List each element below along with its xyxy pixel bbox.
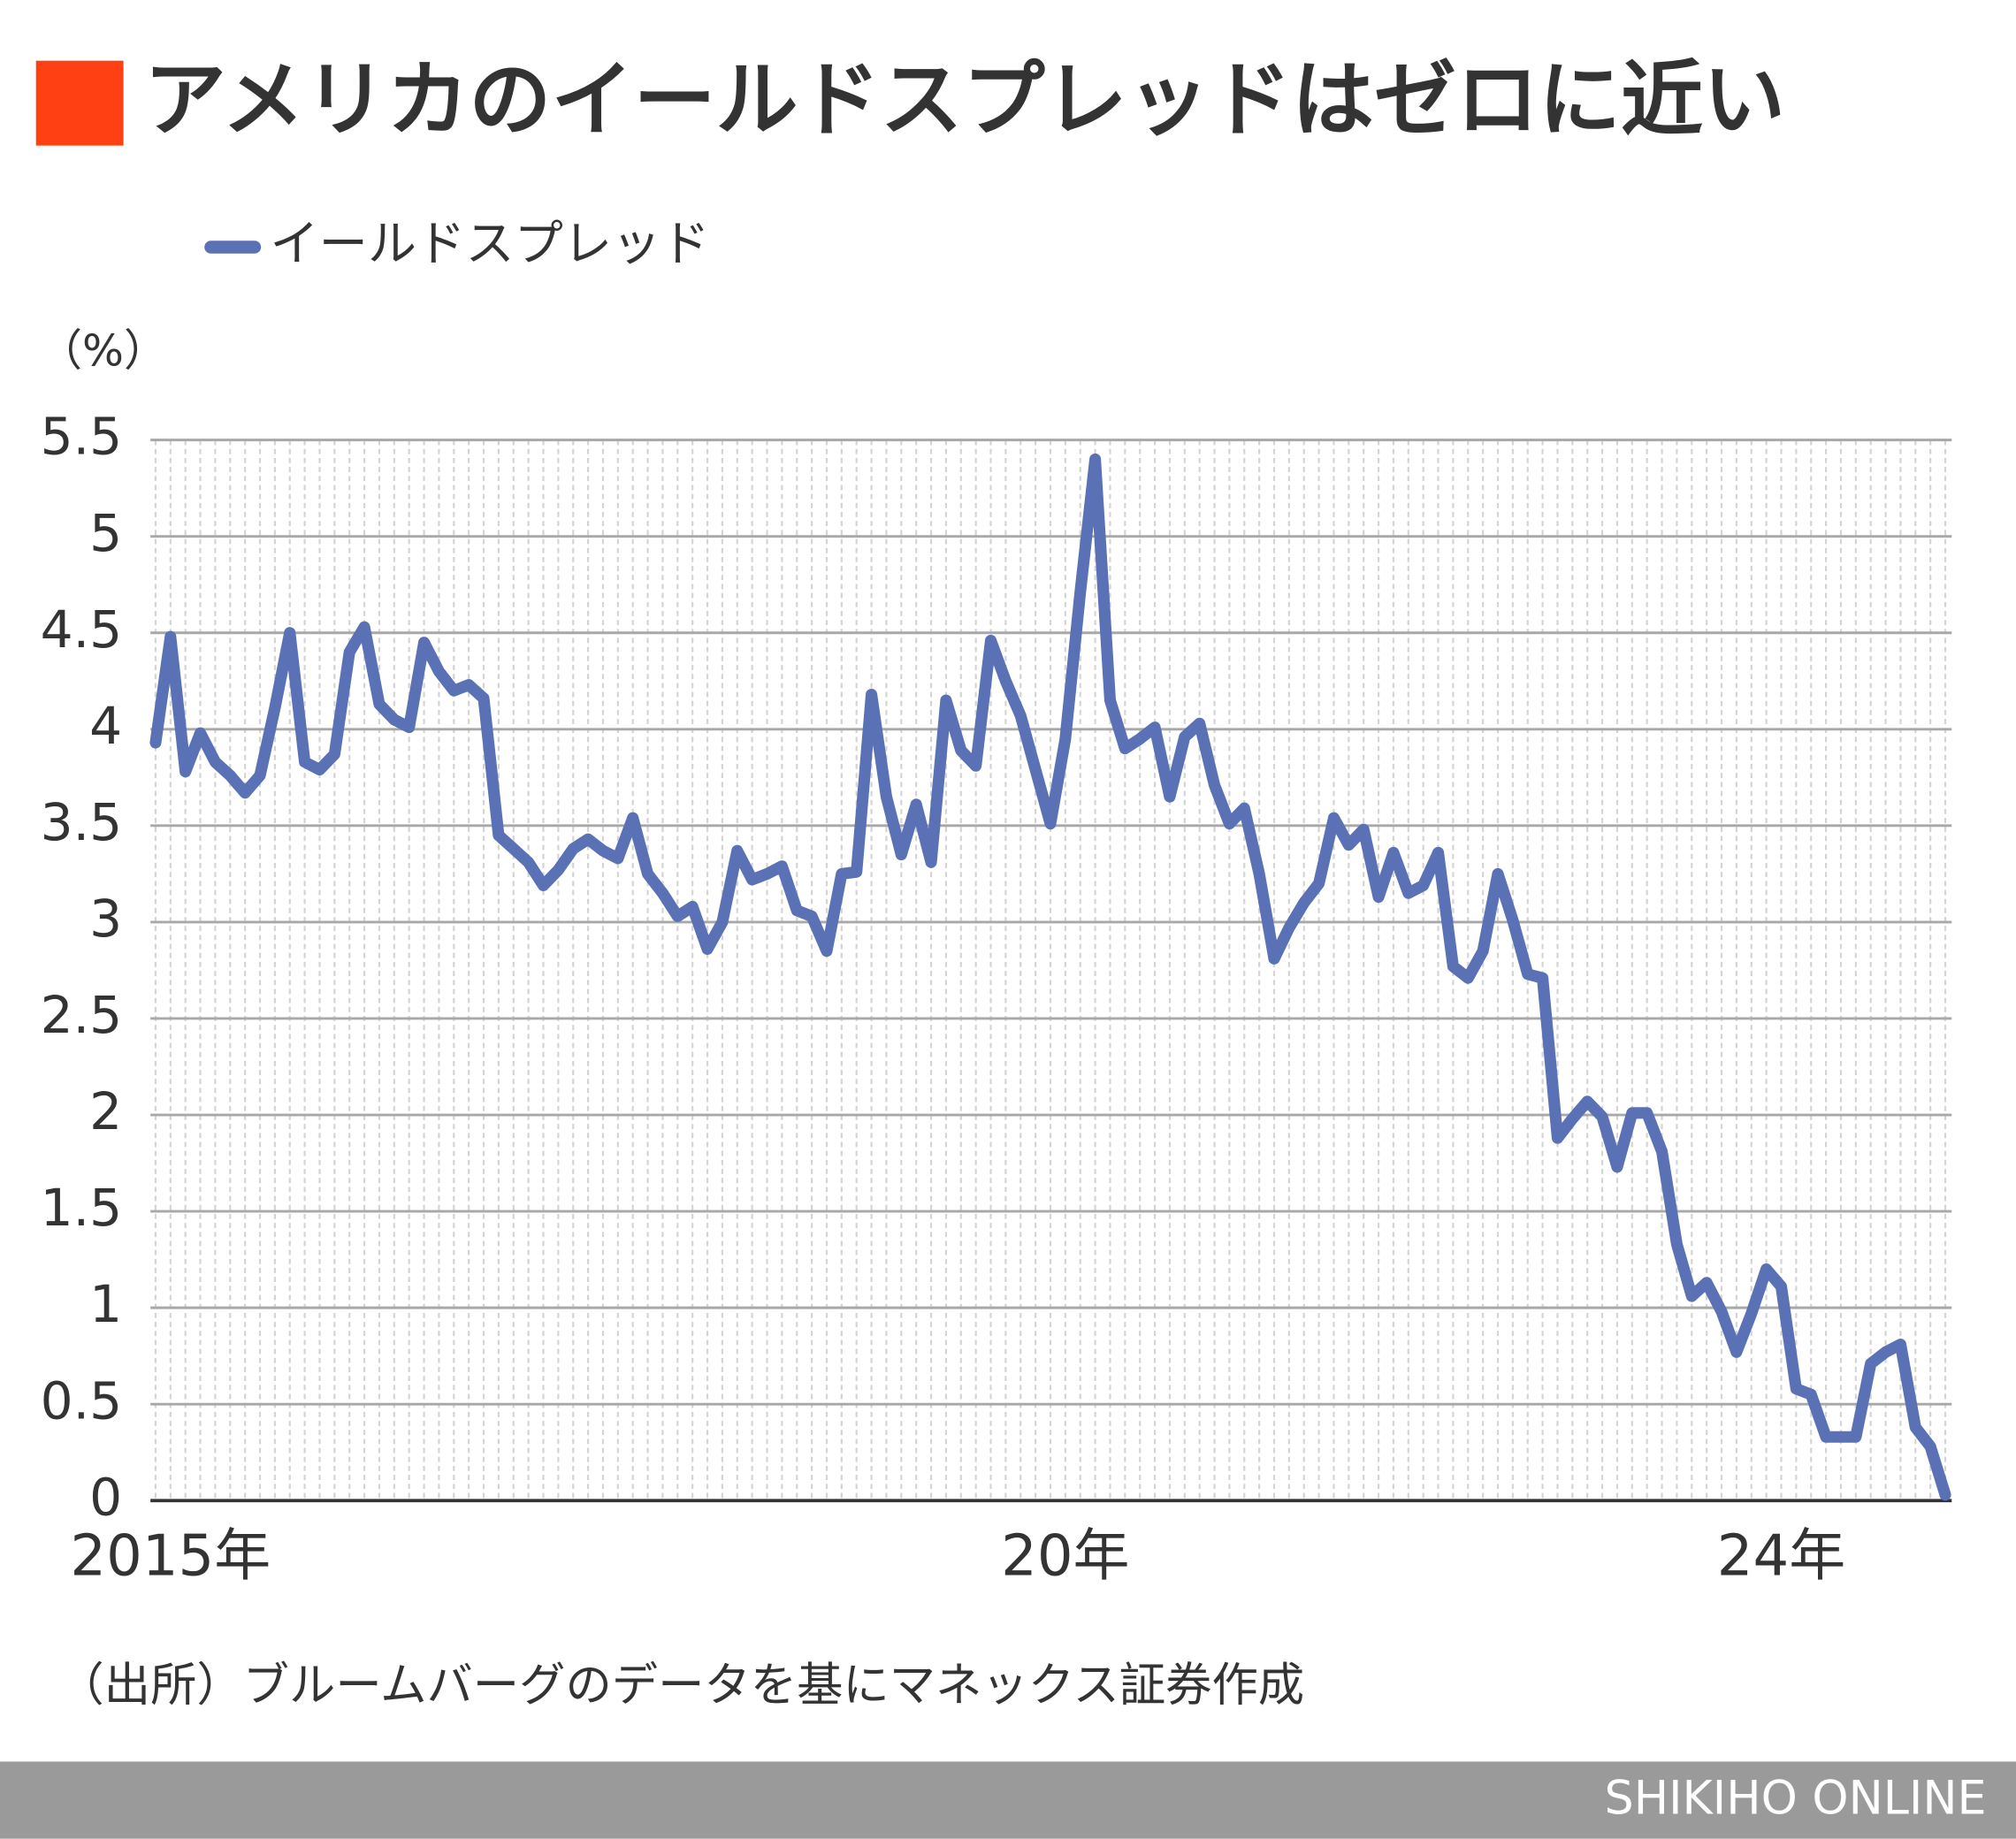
footer-brand: SHIKIHO ONLINE [1605,1772,1987,1826]
x-tick-label: 2015年 [70,1524,271,1590]
y-tick-label: 2 [89,1081,122,1141]
x-tick-label: 20年 [1001,1524,1129,1590]
title-marker [35,60,124,146]
y-tick-label: 5.5 [41,407,123,467]
y-tick-label: 2.5 [41,985,123,1045]
data-line [149,453,1951,1501]
y-axis-label: （%） [39,325,168,377]
y-tick-label: 4 [89,696,122,756]
y-tick-label: 5 [89,503,122,563]
y-tick-label: 1.5 [41,1178,123,1238]
y-tick-label: 3.5 [41,792,123,852]
y-tick-label: 3 [89,889,122,949]
footer-bar [0,1761,2016,1839]
y-tick-label: 0 [89,1467,122,1527]
y-tick-label: 4.5 [41,599,123,660]
x-tick-label: 24年 [1717,1524,1845,1590]
y-tick-label: 0.5 [41,1370,123,1431]
y-tick-label: 1 [89,1274,122,1334]
source-note: （出所）ブルームバーグのデータを基にマネックス証券作成 [57,1659,1304,1713]
chart-title: アメリカのイールドスプレッドはゼロに近い [144,52,1785,148]
legend-label: イールドスプレッド [270,217,709,273]
